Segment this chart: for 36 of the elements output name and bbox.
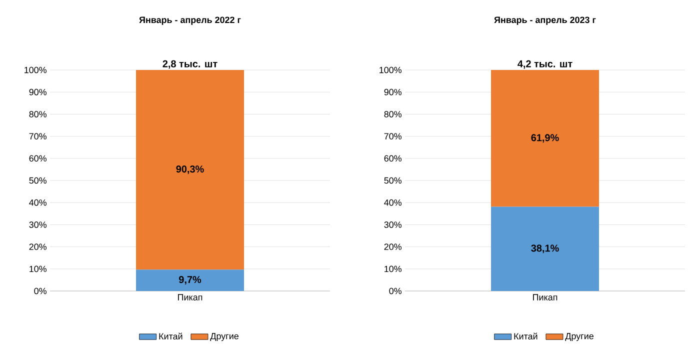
- y-tick-label: 70%: [29, 133, 46, 140]
- data-label: 90,3%: [176, 166, 204, 174]
- y-tick-label: 0%: [389, 288, 402, 294]
- y-tick-label: 20%: [29, 244, 46, 250]
- y-tick-label: 50%: [29, 177, 46, 184]
- y-tick-label: 40%: [29, 199, 46, 206]
- annotation: 2,8 тыс. шт: [162, 60, 218, 69]
- data-label: 9,7%: [179, 276, 202, 285]
- y-tick-label: 80%: [384, 111, 402, 118]
- x-tick-label: Пикап: [178, 294, 202, 300]
- y-tick-label: 90%: [384, 88, 402, 96]
- legend-label: Китай: [159, 332, 182, 340]
- y-tick-label: 40%: [384, 199, 402, 206]
- data-label: 61,9%: [531, 134, 559, 143]
- y-tick-label: 70%: [384, 133, 402, 140]
- y-tick-label: 90%: [29, 88, 46, 96]
- chart-title: Январь - апрель 2022 г: [139, 16, 241, 25]
- y-tick-label: 60%: [29, 155, 46, 162]
- y-tick-label: 80%: [29, 111, 46, 118]
- y-tick-label: 10%: [30, 266, 46, 272]
- y-tick-label: 30%: [29, 222, 46, 228]
- y-tick-label: 30%: [384, 222, 402, 228]
- y-tick-label: 100%: [380, 66, 402, 74]
- y-tick-label: 20%: [384, 244, 402, 250]
- legend-label: Китай: [514, 332, 538, 340]
- x-tick-label: Пикап: [533, 294, 558, 300]
- legend-label: Другие: [210, 332, 238, 342]
- y-tick-label: 0%: [34, 288, 46, 294]
- chart-title: Январь - апрель 2023 г: [494, 16, 596, 25]
- y-tick-label: 10%: [384, 266, 402, 272]
- y-tick-label: 50%: [384, 177, 402, 184]
- legend-label: Другие: [565, 332, 594, 342]
- y-tick-label: 100%: [24, 66, 46, 74]
- data-label: 38,1%: [531, 244, 559, 254]
- annotation: 4,2 тыс. шт: [518, 60, 572, 69]
- y-tick-label: 60%: [384, 155, 402, 162]
